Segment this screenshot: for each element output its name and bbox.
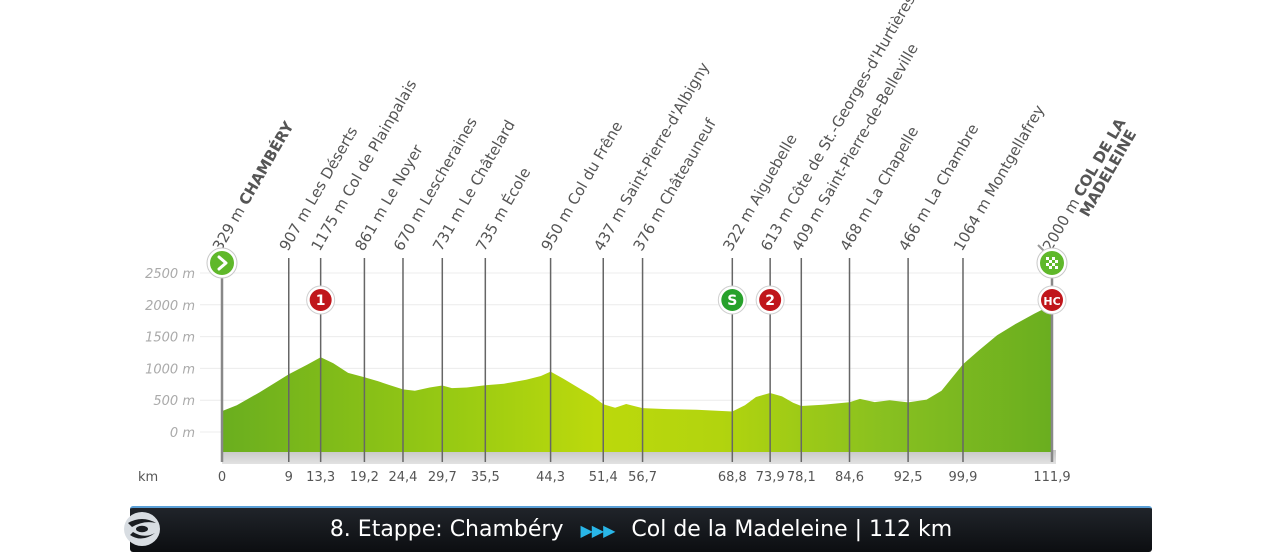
climb-badge: HC bbox=[1037, 285, 1067, 315]
waypoint-altitude: 376 m bbox=[629, 199, 671, 254]
x-tick-label: 51,4 bbox=[589, 470, 618, 485]
stage-title: 8. Etappe: Chambéry ▶▶▶ Col de la Madele… bbox=[130, 508, 1152, 553]
badge-label: HC bbox=[1043, 295, 1060, 308]
x-tick-label: 99,9 bbox=[949, 470, 978, 485]
waypoint-altitude: 731 m bbox=[429, 199, 471, 254]
climb-badge: 2 bbox=[755, 285, 785, 315]
x-tick-label: 92,5 bbox=[894, 470, 923, 485]
waypoint-lines bbox=[220, 258, 1054, 462]
x-tick-label: 68,8 bbox=[718, 470, 747, 485]
x-tick-label: 111,9 bbox=[1033, 470, 1070, 485]
x-tick-label: 84,6 bbox=[835, 470, 864, 485]
climb-badge: S bbox=[717, 285, 747, 315]
waypoint-name: Montgellafrey bbox=[981, 102, 1048, 200]
badge-label: S bbox=[727, 293, 737, 309]
waypoint-altitude: 437 m bbox=[590, 199, 632, 254]
checker-square bbox=[1052, 263, 1055, 266]
stage-distance: | 112 km bbox=[854, 517, 953, 542]
waypoint-altitude: 322 m bbox=[719, 199, 761, 254]
waypoint-altitude: 1064 m bbox=[950, 191, 997, 254]
y-tick-label: 0 m bbox=[170, 426, 195, 441]
waypoint-altitude: 950 m bbox=[537, 199, 579, 254]
x-tick-label: 56,7 bbox=[628, 470, 657, 485]
stage-profile-chart: 2500 m 2000 m 1500 m 1000 m 500 m 0 m 329 m C… bbox=[138, 0, 1143, 485]
waypoint-label: 613 m Côte de St.-Georges-d'Hurtières bbox=[757, 0, 919, 254]
x-tick-label: 0 bbox=[218, 470, 226, 485]
badge-circle bbox=[721, 289, 744, 311]
checker-square bbox=[1055, 266, 1058, 269]
y-axis-ticks: 2500 m 2000 m 1500 m 1000 m 500 m 0 m bbox=[145, 267, 195, 441]
x-tick-label: 78,1 bbox=[787, 470, 816, 485]
waypoint-name: La Chambre bbox=[921, 121, 982, 209]
x-tick-label: 44,3 bbox=[536, 470, 565, 485]
waypoint-altitude: 466 m bbox=[895, 199, 937, 254]
y-tick-label: 2500 m bbox=[145, 267, 195, 282]
x-tick-label: 24,4 bbox=[389, 470, 418, 485]
stage-number: 8. Etappe: bbox=[329, 517, 443, 542]
climb-badges: 1 S 2 HC bbox=[306, 285, 1067, 315]
badge-circle bbox=[309, 289, 332, 311]
x-tick-label: 19,2 bbox=[350, 470, 379, 485]
waypoint-altitude: 329 m bbox=[209, 199, 251, 254]
start-chevron bbox=[217, 255, 228, 271]
x-tick-label: 29,7 bbox=[428, 470, 457, 485]
checker-square bbox=[1052, 257, 1055, 260]
waypoint-altitude: 861 m bbox=[351, 199, 393, 254]
waypoint-name: CHAMBÉRY bbox=[234, 117, 298, 208]
badge-label: 2 bbox=[765, 293, 775, 309]
stage-finish: Col de la Madeleine bbox=[631, 517, 848, 542]
badge-circle bbox=[759, 289, 782, 311]
checker-square bbox=[1049, 260, 1052, 263]
y-tick-label: 500 m bbox=[153, 394, 195, 409]
waypoint-altitude: 670 m bbox=[390, 199, 432, 254]
checker-square bbox=[1049, 266, 1052, 269]
stage-start: Chambéry bbox=[449, 517, 564, 542]
x-tick-label: 73,9 bbox=[756, 470, 785, 485]
waypoint-altitude: 468 m bbox=[836, 199, 878, 254]
checker-square bbox=[1046, 263, 1049, 266]
profile-baseline-band bbox=[222, 450, 1056, 464]
x-tick-label: 13,3 bbox=[306, 470, 335, 485]
waypoint-label: 2000 m COL DE LAMADELEINE bbox=[1039, 115, 1143, 262]
x-tick-label: 35,5 bbox=[471, 470, 500, 485]
checker-square bbox=[1046, 257, 1049, 260]
waypoint-name: École bbox=[498, 164, 535, 208]
elevation-profile-area bbox=[222, 304, 1052, 452]
start-finish-markers bbox=[206, 244, 1068, 279]
start-circle bbox=[210, 251, 234, 275]
waypoint-name: Col du Frêne bbox=[564, 118, 626, 208]
badge-label: 1 bbox=[316, 293, 326, 309]
waypoint-name: Côte de St.-Georges-d'Hurtières bbox=[783, 0, 919, 208]
direction-arrows-icon: ▶▶▶ bbox=[580, 521, 615, 540]
y-tick-label: 1500 m bbox=[145, 331, 195, 346]
broadcaster-logo-icon bbox=[124, 512, 160, 546]
checker-square bbox=[1055, 260, 1058, 263]
x-axis-label: km bbox=[138, 470, 158, 485]
climb-badge: 1 bbox=[306, 285, 336, 315]
x-axis-ticks: 0 9 13,3 19,2 24,4 29,7 35,5 44,3 51,4 56,7 68,8 73… bbox=[218, 470, 1071, 485]
waypoint-altitude: 2000 m bbox=[1039, 191, 1086, 254]
y-tick-label: 1000 m bbox=[145, 362, 195, 377]
stage-title-bar: 8. Etappe: Chambéry ▶▶▶ Col de la Madele… bbox=[124, 506, 1152, 553]
waypoint-altitude: 735 m bbox=[472, 199, 514, 254]
y-tick-label: 2000 m bbox=[145, 299, 195, 314]
finish-flag-icon bbox=[1036, 244, 1068, 279]
x-tick-label: 9 bbox=[285, 470, 293, 485]
start-arrow-icon bbox=[206, 247, 238, 279]
badge-circle bbox=[1041, 289, 1063, 311]
